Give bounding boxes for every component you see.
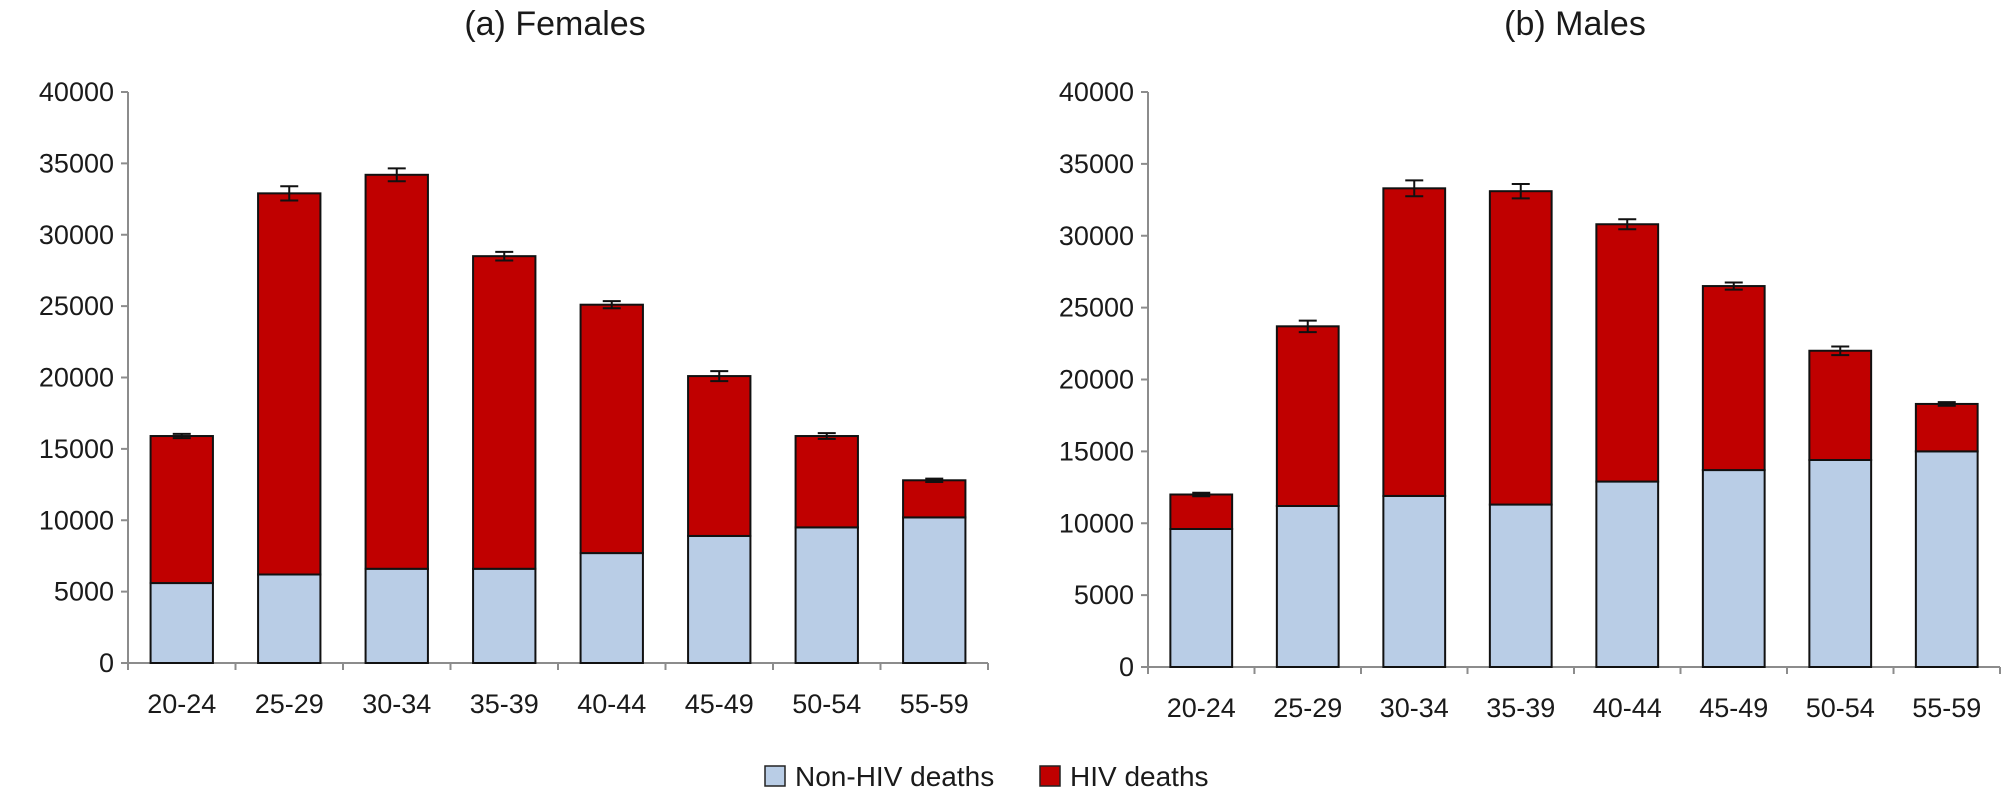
- bar-non-hiv-20-24: [1169, 528, 1234, 668]
- bar-non-hiv-20-24: [149, 582, 214, 664]
- y-tick-label: 35000: [1059, 149, 1134, 179]
- legend-label-hiv: HIV deaths: [1070, 761, 1209, 792]
- bar-hiv-25-29: [1275, 325, 1340, 507]
- bar-hiv-25-29: [257, 192, 322, 576]
- y-tick-label: 20000: [39, 363, 114, 393]
- x-tick-label-20-24: 20-24: [1167, 693, 1236, 723]
- y-tick-label: 0: [1119, 652, 1134, 682]
- x-tick-label-55-59: 55-59: [900, 689, 969, 719]
- y-tick-label: 15000: [1059, 436, 1134, 466]
- chart-title-females: (a) Females: [464, 5, 645, 43]
- bar-non-hiv-35-39: [472, 567, 537, 664]
- y-tick-label: 25000: [1059, 293, 1134, 323]
- x-tick-label-30-34: 30-34: [362, 689, 431, 719]
- y-tick-label: 40000: [1059, 77, 1134, 107]
- y-tick-label: 35000: [39, 148, 114, 178]
- chart-panel-females: (a) Females 0 5000 10000 15000 20000 25000 3000…: [39, 5, 989, 719]
- chart-title-males: (b) Males: [1504, 5, 1646, 43]
- bar-hiv-20-24: [1169, 493, 1234, 530]
- bar-non-hiv-30-34: [1382, 494, 1447, 668]
- bar-hiv-55-59: [1914, 402, 1979, 453]
- bar-non-hiv-55-59: [1914, 450, 1979, 668]
- bar-hiv-45-49: [687, 375, 752, 537]
- x-tick-label-45-49: 45-49: [1699, 693, 1768, 723]
- bar-non-hiv-50-54: [1808, 459, 1873, 668]
- y-tick-label: 25000: [39, 291, 114, 321]
- bar-hiv-30-34: [364, 173, 429, 570]
- x-tick-label-25-29: 25-29: [1273, 693, 1342, 723]
- y-tick-label: 30000: [39, 220, 114, 250]
- bar-non-hiv-45-49: [1701, 469, 1766, 668]
- y-tick-label: 5000: [54, 577, 114, 607]
- bar-hiv-40-44: [579, 303, 644, 555]
- y-tick-label: 10000: [1059, 508, 1134, 538]
- x-tick-label-45-49: 45-49: [685, 689, 754, 719]
- x-tick-label-40-44: 40-44: [577, 689, 646, 719]
- bar-hiv-50-54: [1808, 349, 1873, 461]
- bar-hiv-45-49: [1701, 285, 1766, 472]
- bar-non-hiv-55-59: [902, 516, 967, 665]
- bar-non-hiv-25-29: [257, 573, 322, 664]
- x-tick-label-30-34: 30-34: [1380, 693, 1449, 723]
- bar-non-hiv-50-54: [794, 526, 859, 665]
- legend: Non-HIV deaths HIV deaths: [764, 761, 1209, 792]
- x-tick-label-20-24: 20-24: [147, 689, 216, 719]
- bar-non-hiv-35-39: [1488, 503, 1553, 668]
- x-tick-label-55-59: 55-59: [1912, 693, 1981, 723]
- y-tick-label: 20000: [1059, 365, 1134, 395]
- bar-hiv-55-59: [902, 479, 967, 519]
- bar-hiv-40-44: [1595, 223, 1660, 483]
- y-tick-label: 40000: [39, 77, 114, 107]
- bar-hiv-50-54: [794, 435, 859, 529]
- bar-hiv-20-24: [149, 435, 214, 585]
- legend-swatch-non-hiv: [764, 765, 786, 787]
- bar-non-hiv-45-49: [687, 534, 752, 665]
- bar-non-hiv-40-44: [579, 552, 644, 665]
- x-tick-label-50-54: 50-54: [1806, 693, 1875, 723]
- y-tick-label: 0: [99, 648, 114, 678]
- legend-label-non-hiv: Non-HIV deaths: [795, 761, 994, 792]
- bar-non-hiv-25-29: [1275, 505, 1340, 668]
- chart-panel-males: (b) Males 0 5000 10000 15000 20000 25000 30000 3…: [1059, 5, 2001, 723]
- y-tick-label: 5000: [1074, 580, 1134, 610]
- y-tick-label: 10000: [39, 505, 114, 535]
- bar-non-hiv-40-44: [1595, 480, 1660, 668]
- legend-swatch-hiv: [1039, 765, 1061, 787]
- y-tick-label: 30000: [1059, 221, 1134, 251]
- x-tick-label-40-44: 40-44: [1593, 693, 1662, 723]
- x-tick-label-35-39: 35-39: [1486, 693, 1555, 723]
- x-tick-label-25-29: 25-29: [255, 689, 324, 719]
- x-tick-label-50-54: 50-54: [792, 689, 861, 719]
- y-tick-label: 15000: [39, 434, 114, 464]
- bar-hiv-35-39: [1488, 190, 1553, 506]
- bar-hiv-30-34: [1382, 187, 1447, 497]
- bar-hiv-35-39: [472, 255, 537, 570]
- bar-non-hiv-30-34: [364, 567, 429, 664]
- x-tick-label-35-39: 35-39: [470, 689, 539, 719]
